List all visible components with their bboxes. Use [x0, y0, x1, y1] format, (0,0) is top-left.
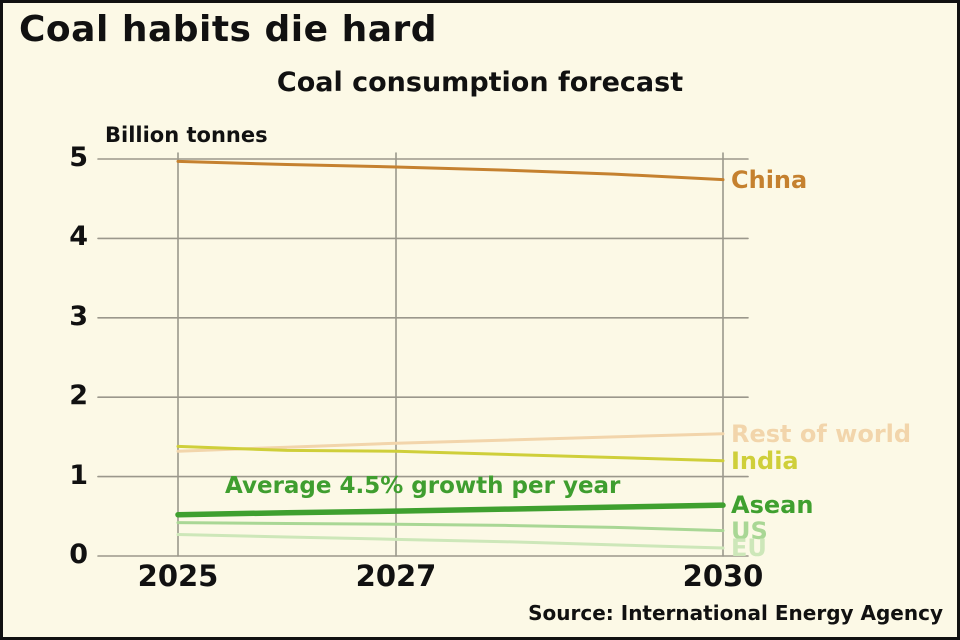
chart-subtitle: Coal consumption forecast [276, 67, 684, 98]
series-line-eu [176, 533, 725, 550]
series-line-rest-of-world [176, 432, 725, 453]
line-chart-canvas [97, 152, 749, 557]
growth-annotation: Average 4.5% growth per year [225, 473, 621, 499]
x-tick-label: 2030 [682, 559, 764, 593]
source-credit: Source: International Energy Agency [528, 601, 943, 625]
y-tick-label: 2 [69, 380, 88, 412]
y-tick-label: 4 [69, 221, 88, 253]
y-tick-label: 0 [69, 539, 88, 570]
y-axis-unit-label: Billion tonnes [105, 123, 268, 147]
series-label-eu: EU [731, 534, 767, 563]
series-line-us [176, 521, 725, 533]
x-tick-label: 2025 [137, 559, 219, 593]
series-label-asean: Asean [731, 491, 814, 520]
x-tick-label: 2027 [355, 559, 437, 593]
series-label-china: China [731, 165, 808, 194]
series-line-asean [175, 502, 726, 518]
y-tick-label: 5 [69, 142, 88, 173]
series-line-china [176, 159, 725, 182]
series-label-rest-of-world: Rest of world [731, 419, 912, 448]
series-line-india [176, 444, 725, 463]
series-label-india: India [731, 446, 799, 475]
page-title: Coal habits die hard [19, 9, 438, 50]
y-tick-label: 1 [69, 459, 88, 491]
series-label-us: US [731, 516, 768, 545]
y-tick-label: 3 [69, 300, 88, 332]
